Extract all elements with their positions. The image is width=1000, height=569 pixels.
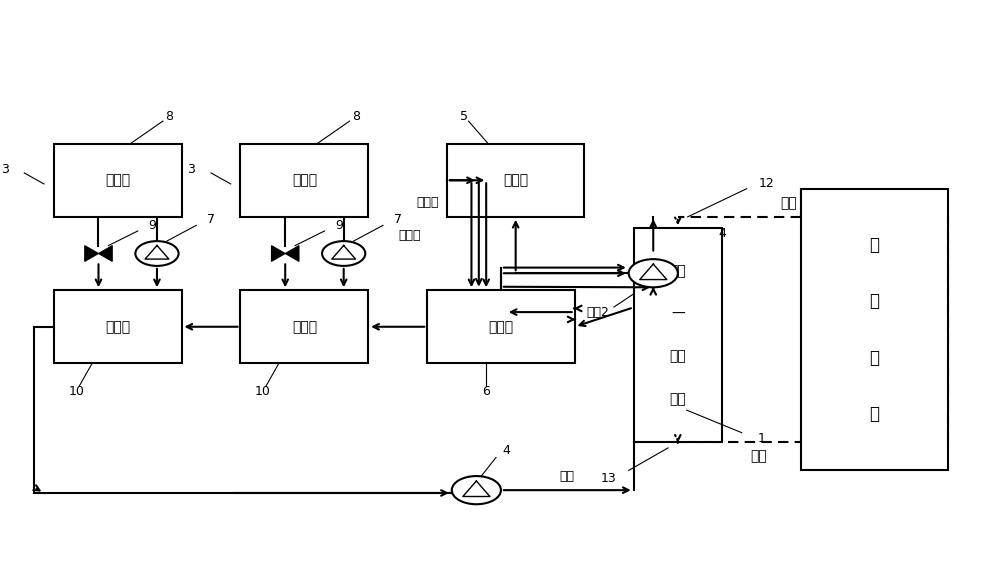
Text: 9: 9 [149, 219, 156, 232]
Text: 7: 7 [207, 213, 215, 226]
Text: 冷凝器: 冷凝器 [105, 174, 130, 187]
Bar [240, 290, 368, 364]
Bar [54, 290, 182, 364]
Text: 2: 2 [600, 306, 608, 319]
Text: 6: 6 [482, 385, 490, 398]
Text: 送风: 送风 [751, 450, 767, 463]
Circle shape [135, 241, 179, 266]
Text: 10: 10 [68, 385, 84, 398]
Text: 中: 中 [869, 349, 879, 367]
Text: 4: 4 [502, 444, 510, 457]
Text: 蒸发器: 蒸发器 [292, 320, 317, 334]
Text: 换热器: 换热器 [488, 320, 513, 334]
Text: 回水: 回水 [587, 306, 602, 319]
Text: 9: 9 [335, 219, 343, 232]
Polygon shape [640, 264, 667, 279]
Circle shape [452, 476, 501, 504]
Polygon shape [332, 245, 356, 259]
Text: 冷却水: 冷却水 [399, 229, 421, 242]
Text: 排风: 排风 [780, 196, 797, 210]
Text: 冷凝器: 冷凝器 [292, 174, 317, 187]
Polygon shape [145, 245, 169, 259]
Text: 13: 13 [601, 472, 617, 485]
Text: 蒸发器: 蒸发器 [105, 320, 130, 334]
Circle shape [322, 241, 365, 266]
Bar [240, 143, 368, 217]
Text: 4: 4 [718, 227, 726, 240]
Text: 8: 8 [352, 110, 360, 123]
Polygon shape [85, 246, 98, 261]
Circle shape [629, 259, 678, 287]
Text: 数: 数 [869, 236, 879, 254]
Text: 冷却水: 冷却水 [416, 196, 438, 209]
Polygon shape [98, 246, 112, 261]
Text: 3: 3 [187, 163, 195, 176]
Bar [427, 290, 575, 364]
Text: 8: 8 [165, 110, 173, 123]
Bar [447, 143, 584, 217]
Text: 空气: 空气 [669, 264, 686, 278]
Text: 水表: 水表 [669, 349, 686, 364]
Text: 据: 据 [869, 292, 879, 311]
Text: 冷器: 冷器 [669, 393, 686, 406]
Text: —: — [671, 307, 685, 321]
Text: 10: 10 [255, 385, 271, 398]
Polygon shape [271, 246, 285, 261]
Bar [634, 228, 722, 442]
Bar [801, 189, 948, 471]
Text: 冷却塔: 冷却塔 [503, 174, 528, 187]
Text: 12: 12 [758, 176, 774, 189]
Text: 3: 3 [1, 163, 9, 176]
Text: 7: 7 [394, 213, 402, 226]
Text: 1: 1 [757, 432, 765, 445]
Text: 心: 心 [869, 405, 879, 423]
Polygon shape [463, 481, 490, 497]
Bar [54, 143, 182, 217]
Text: 供水: 供水 [560, 469, 575, 483]
Polygon shape [285, 246, 299, 261]
Text: 5: 5 [460, 110, 468, 122]
